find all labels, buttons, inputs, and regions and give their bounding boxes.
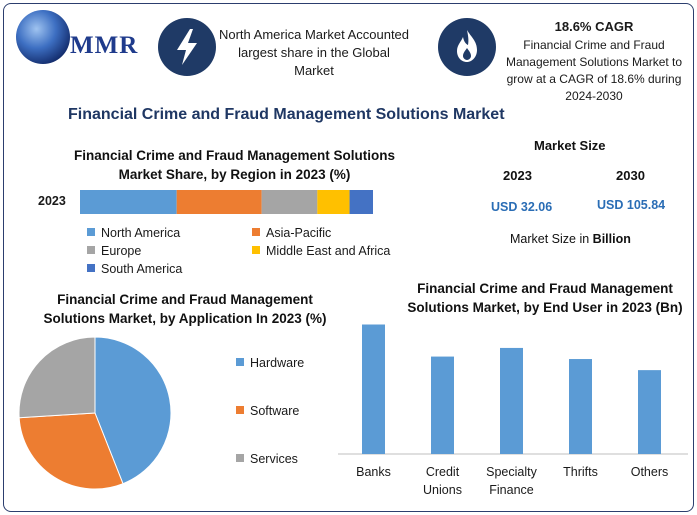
legend-swatch — [87, 264, 95, 272]
region-chart-title: Financial Crime and Fraud Management Sol… — [73, 148, 396, 182]
end-user-category-label: Banks — [334, 463, 414, 481]
pie-legend-hardware: Hardware — [236, 356, 304, 370]
logo-text: MMR — [70, 32, 139, 59]
end-user-category-line: Unions — [423, 483, 462, 497]
end-user-bar — [500, 347, 523, 454]
flame-icon — [438, 18, 496, 76]
legend-label: Asia-Pacific — [266, 226, 332, 240]
end-user-category-label: Others — [610, 463, 690, 481]
lightning-icon — [158, 18, 216, 76]
end-user-category-line: Banks — [356, 465, 391, 479]
legend-swatch — [87, 228, 95, 236]
legend-asia-pacific: Asia-Pacific — [252, 226, 331, 240]
legend-europe: Europe — [87, 244, 141, 258]
pie-slice — [18, 412, 124, 490]
market-size-unit-note: Market Size in Billion — [510, 232, 631, 246]
end-user-bar — [569, 359, 592, 454]
end-user-category-line: Others — [630, 465, 669, 479]
market-size-year-2030: 2030 — [616, 168, 645, 183]
end-user-category-label: Credit Unions — [403, 463, 483, 499]
end-user-category-line: Finance — [489, 483, 534, 497]
end-user-bar-chart — [338, 324, 688, 455]
pie-slice — [94, 336, 172, 485]
legend-swatch — [252, 228, 260, 236]
legend-label: Services — [250, 452, 298, 466]
legend-swatch — [236, 406, 244, 414]
market-size-note-prefix: Market Size in — [510, 232, 593, 246]
legend-label: Europe — [101, 244, 142, 258]
end-user-bar — [431, 356, 454, 454]
region-bar-segment — [261, 190, 318, 214]
legend-swatch — [87, 246, 95, 254]
end-user-chart-title: Financial Crime and Fraud Management Sol… — [407, 281, 683, 315]
legend-south-america: South America — [87, 262, 182, 276]
globe-logo-icon — [16, 10, 70, 64]
cagr-text: Financial Crime and Fraud Management Sol… — [505, 38, 683, 103]
legend-label: South America — [101, 262, 183, 276]
legend-swatch — [236, 454, 244, 462]
legend-label: Hardware — [250, 356, 305, 370]
region-stacked-bar-chart — [80, 190, 373, 214]
legend-label: North America — [101, 226, 181, 240]
end-user-category-label: Specialty Finance — [472, 463, 552, 499]
region-bar-category-label: 2023 — [38, 194, 66, 208]
pie-slice — [18, 336, 96, 419]
legend-label: Software — [250, 404, 300, 418]
end-user-category-line: Thrifts — [563, 465, 598, 479]
region-highlight-text: North America Market Accounted largest s… — [218, 27, 410, 78]
market-size-note-unit: Billion — [592, 232, 631, 246]
application-pie-chart — [18, 336, 172, 490]
pie-legend-software: Software — [236, 404, 299, 418]
legend-swatch — [236, 358, 244, 366]
region-bar-segment — [176, 190, 262, 214]
legend-north-america: North America — [87, 226, 180, 240]
infographic-frame — [3, 3, 694, 512]
application-chart-title: Financial Crime and Fraud Management Sol… — [43, 292, 327, 326]
end-user-category-line: Credit — [425, 465, 460, 479]
cagr-title: 18.6% CAGR — [554, 19, 634, 34]
end-user-category-label: Thrifts — [541, 463, 621, 481]
legend-label: Middle East and Africa — [266, 244, 391, 258]
pie-legend-services: Services — [236, 452, 298, 466]
region-bar-segment — [80, 190, 177, 214]
end-user-category-line: Specialty — [486, 465, 537, 479]
region-bar-segment — [317, 190, 350, 214]
market-size-title: Market Size — [534, 138, 606, 153]
region-bar-segment — [349, 190, 373, 214]
legend-middle-east-africa: Middle East and Africa — [252, 244, 390, 258]
end-user-bar — [638, 370, 661, 454]
end-user-bar — [362, 324, 385, 454]
main-title: Financial Crime and Fraud Management Sol… — [68, 106, 505, 123]
legend-swatch — [252, 246, 260, 254]
market-size-year-2023: 2023 — [503, 168, 532, 183]
market-size-value-2030: USD 105.84 — [597, 198, 666, 212]
market-size-value-2023: USD 32.06 — [491, 200, 553, 214]
